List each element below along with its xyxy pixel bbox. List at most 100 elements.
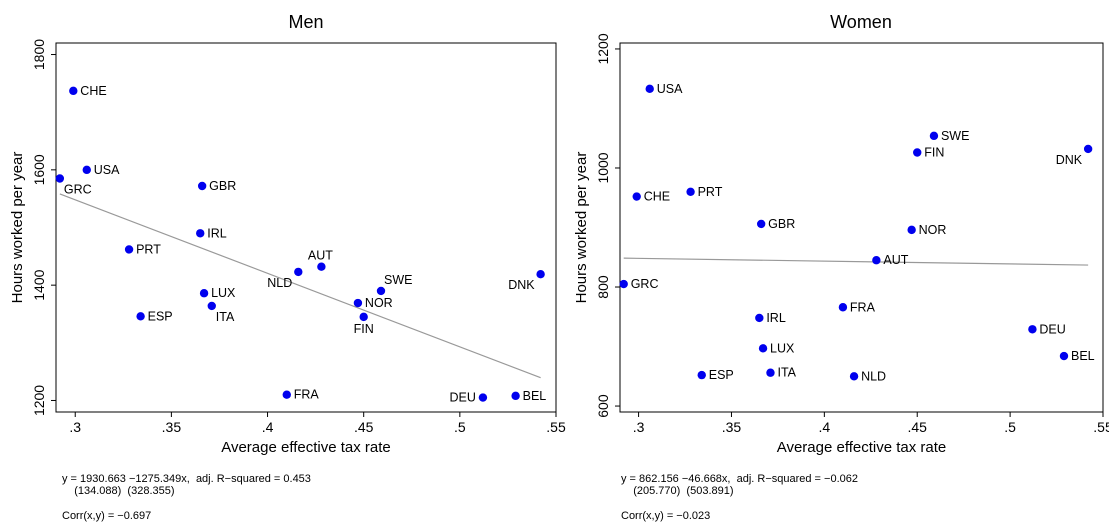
men-point-grc xyxy=(55,174,65,183)
women-point-label-fin: FIN xyxy=(924,146,944,160)
men-regression-equation: y = 1930.663 −1275.349x, adj. R−squared … xyxy=(62,473,311,485)
men-point-label-lux: LUX xyxy=(211,286,236,300)
men-point-label-aut: AUT xyxy=(308,249,333,263)
men-point-bel xyxy=(511,391,520,401)
women-y-axis-label: Hours worked per year xyxy=(573,152,590,304)
men-point-swe xyxy=(376,286,386,296)
men-y-tick-label: 1600 xyxy=(31,154,47,185)
women-point-label-deu: DEU xyxy=(1039,322,1065,336)
men-point-aut xyxy=(317,262,326,271)
men-y-tick-label: 1800 xyxy=(31,39,47,70)
women-point-label-esp: ESP xyxy=(709,368,734,382)
men-chart: Men .3 .35 .4 .45 .5 .55 1200 1400 1600 1800 Averag… xyxy=(9,12,566,456)
women-x-tick-label: .35 xyxy=(722,419,742,435)
women-point-label-fra: FRA xyxy=(850,300,876,314)
women-point-label-gbr: GBR xyxy=(768,217,795,231)
men-x-axis-label: Average effective tax rate xyxy=(221,439,391,456)
men-point-label-grc: GRC xyxy=(64,182,92,196)
women-point-label-ita: ITA xyxy=(777,366,796,380)
women-y-tick-label: 1200 xyxy=(595,33,611,64)
men-point-deu xyxy=(478,393,488,402)
men-point-label-che: CHE xyxy=(80,84,106,98)
women-x-tick-label: .55 xyxy=(1093,419,1109,435)
men-x-tick-label: .5 xyxy=(454,419,466,435)
men-point-label-ita: ITA xyxy=(216,310,235,324)
women-chart-title: Women xyxy=(830,12,892,32)
men-point-nor xyxy=(353,298,363,308)
women-point-label-bel: BEL xyxy=(1071,349,1095,363)
women-point-label-aut: AUT xyxy=(883,253,908,267)
men-x-tick-label: .55 xyxy=(546,419,566,435)
men-point-label-nor: NOR xyxy=(365,296,393,310)
women-point-nor xyxy=(907,225,916,235)
women-y-tick-label: 1000 xyxy=(595,152,611,183)
women-point-fra xyxy=(838,303,848,312)
women-point-dnk xyxy=(1083,144,1093,154)
men-point-lux xyxy=(199,289,209,298)
women-point-esp xyxy=(697,370,706,380)
men-y-tick-label: 1400 xyxy=(31,269,47,300)
women-point-usa xyxy=(645,84,654,94)
men-x-tick-label: .45 xyxy=(354,419,374,435)
women-point-irl xyxy=(755,313,764,323)
women-y-tick-label: 800 xyxy=(595,275,611,299)
men-y-axis-label: Hours worked per year xyxy=(9,152,26,304)
women-point-label-che: CHE xyxy=(644,190,670,204)
women-x-tick-label: .5 xyxy=(1004,419,1016,435)
women-point-che xyxy=(632,192,641,201)
men-standard-errors: (134.088) (328.355) xyxy=(62,485,175,497)
women-point-label-dnk: DNK xyxy=(1056,153,1083,167)
women-point-label-prt: PRT xyxy=(698,185,723,199)
men-point-nld xyxy=(294,267,303,277)
men-chart-title: Men xyxy=(288,12,323,32)
men-point-label-gbr: GBR xyxy=(209,179,236,193)
men-point-label-prt: PRT xyxy=(136,242,161,256)
men-point-irl xyxy=(196,229,205,238)
women-point-label-irl: IRL xyxy=(766,311,786,325)
women-x-tick-label: .4 xyxy=(819,419,831,435)
women-point-aut xyxy=(872,256,881,265)
women-x-tick-label: .3 xyxy=(633,419,645,435)
women-y-tick-label: 600 xyxy=(595,394,611,418)
women-x-tick-label: .45 xyxy=(907,419,927,435)
men-point-label-dnk: DNK xyxy=(508,278,535,292)
women-point-label-usa: USA xyxy=(657,82,683,96)
men-point-fra xyxy=(282,390,291,399)
men-point-ita xyxy=(207,301,216,311)
women-point-prt xyxy=(686,187,695,196)
women-x-axis-label: Average effective tax rate xyxy=(777,439,947,456)
women-point-grc xyxy=(619,279,628,289)
women-point-label-nor: NOR xyxy=(919,223,947,237)
men-point-label-swe: SWE xyxy=(384,273,412,287)
men-correlation: Corr(x,y) = −0.697 xyxy=(62,510,152,522)
men-x-tick-label: .4 xyxy=(262,419,274,435)
men-point-label-fin: FIN xyxy=(354,322,374,336)
women-point-gbr xyxy=(756,219,766,229)
men-point-label-nld: NLD xyxy=(267,276,292,290)
women-point-label-swe: SWE xyxy=(941,129,969,143)
women-point-nld xyxy=(849,372,859,381)
women-standard-errors: (205.770) (503.891) xyxy=(621,485,734,497)
men-x-tick-label: .3 xyxy=(69,419,81,435)
women-chart: Women .3 .35 .4 .45 .5 .55 600 800 1000 1200 Averag… xyxy=(573,12,1109,456)
women-regression-equation: y = 862.156 −46.668x, adj. R−squared = −… xyxy=(621,473,858,485)
women-point-swe xyxy=(929,131,939,141)
women-point-lux xyxy=(758,344,768,353)
women-plot-frame xyxy=(619,42,1104,413)
women-point-bel xyxy=(1059,351,1069,361)
men-point-esp xyxy=(136,312,145,321)
men-y-tick-label: 1200 xyxy=(31,385,47,416)
men-point-label-bel: BEL xyxy=(523,389,547,403)
men-point-gbr xyxy=(197,181,207,191)
men-plot-frame xyxy=(55,42,557,413)
women-correlation: Corr(x,y) = −0.023 xyxy=(621,510,711,522)
women-point-fin xyxy=(913,148,922,157)
men-point-label-deu: DEU xyxy=(450,391,476,405)
women-point-ita xyxy=(766,368,775,377)
men-fit-line xyxy=(59,193,541,379)
men-point-fin xyxy=(359,312,368,322)
women-point-deu xyxy=(1028,325,1037,334)
men-point-usa xyxy=(82,165,91,175)
men-point-label-fra: FRA xyxy=(294,388,320,402)
